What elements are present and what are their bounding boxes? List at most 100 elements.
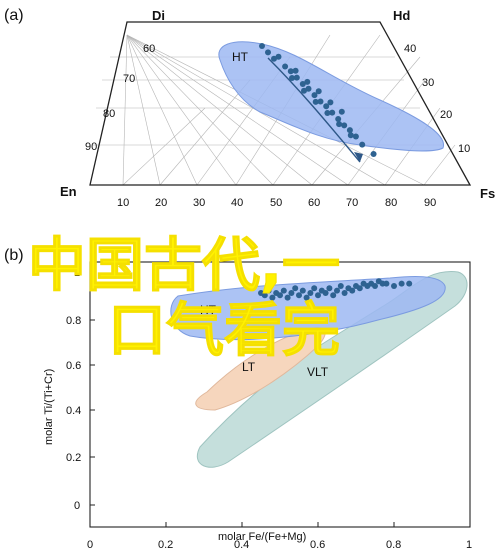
ternary-outline [89,21,472,186]
y-tick-marks [90,271,95,506]
scatter-point [307,290,314,296]
scatter-point [284,294,291,301]
bottom-tick: 70 [346,197,358,209]
x-tick: 0.6 [310,539,325,550]
scatter-point [322,290,329,296]
panel-a-label: (a) [4,7,24,24]
lt-field [195,327,326,411]
scatter-point [383,280,390,287]
scatter-point [261,292,268,299]
x-tick: 0 [87,539,93,550]
ternary-point [327,99,334,106]
y-tick: 0.4 [66,405,81,417]
scatter-point [299,287,306,294]
ht-field-label: HT [232,50,249,64]
ternary-point [275,53,282,60]
ternary-point [301,87,307,94]
left-tick: 80 [103,108,115,120]
lt-field-label: LT [242,360,256,374]
right-tick: 20 [440,109,452,121]
ternary-point [338,108,345,115]
scatter-point [296,292,302,299]
trend-arrow-head [354,152,363,162]
ternary-point [304,78,311,85]
y-tick: 1 [74,267,80,279]
x-tick: 0.8 [386,539,401,550]
bottom-tick: 60 [308,197,320,209]
left-tick: 60 [143,43,155,55]
scatter-plot: HT LT VLT 1 0.8 0.6 0.4 0.2 0 0 0.2 [43,261,472,550]
scatter-point [349,287,356,294]
scatter-point [292,285,299,292]
y-tick: 0 [74,500,80,512]
ternary-point [324,110,331,116]
bottom-tick: 10 [117,197,129,209]
ternary-point [305,85,312,92]
overlay-text-line2: 口气看完 [108,296,340,364]
ternary-point [335,116,342,122]
ternary-point [271,55,277,62]
overlay-text-line1: 中国古代,一 [28,231,340,299]
ternary-point [341,122,348,129]
bottom-tick: 80 [385,197,397,209]
scatter-point [398,280,405,287]
y-tick: 0.6 [66,360,81,372]
scatter-point [334,287,340,294]
ht-field [218,41,445,152]
scatter-point [406,280,413,287]
bottom-tick: 20 [155,197,167,209]
ternary-point [323,103,330,110]
ternary-point [287,68,294,75]
ternary-point [347,132,354,139]
ternary-point [311,92,318,99]
ternary-point [315,88,322,95]
bottom-tick: 40 [231,197,243,209]
ternary-point [317,98,324,105]
scatter-point [265,287,272,294]
left-tick: 90 [85,141,97,153]
ternary-point [299,81,306,87]
bottom-tick: 30 [193,197,205,209]
scatter-point [372,283,378,289]
trend-arrow [267,57,361,163]
apex-fs: Fs [480,186,495,201]
right-tick: 10 [458,143,470,155]
scatter-point [341,290,348,296]
bottom-tick: 90 [424,197,436,209]
scatter-point [326,285,333,292]
x-tick-marks [89,522,471,527]
ternary-point [352,133,359,140]
scatter-point [311,285,318,292]
vlt-field-label: VLT [307,365,329,379]
y-tick: 0.2 [66,452,81,464]
scatter-point [315,292,321,299]
ternary-point [312,98,319,105]
ternary-point [370,151,377,157]
scatter-point [288,290,295,296]
left-tick: 70 [123,73,135,85]
ternary-point [336,121,343,128]
ternary-point [289,75,295,81]
scatter-point [356,285,363,292]
plot-frame [89,261,471,528]
x-tick: 1 [466,539,472,550]
x-tick: 0.4 [234,539,249,550]
ternary-point [329,109,336,116]
scatter-points [258,278,413,301]
ternary-point [292,67,299,74]
apex-hd: Hd [393,8,410,23]
ternary-point [346,127,353,134]
y-tick: 0.8 [66,315,81,327]
ternary-point [265,49,271,56]
scatter-point [269,294,276,301]
ternary-points [259,43,377,157]
scatter-point [303,294,310,301]
ternary-point [259,43,265,49]
x-axis-title: molar Fe/(Fe+Mg) [218,531,306,543]
vlt-field [197,271,468,468]
apex-di: Di [152,8,165,23]
ternary-point [359,141,366,148]
ht-field-b [170,275,446,341]
right-tick: 40 [404,43,416,55]
